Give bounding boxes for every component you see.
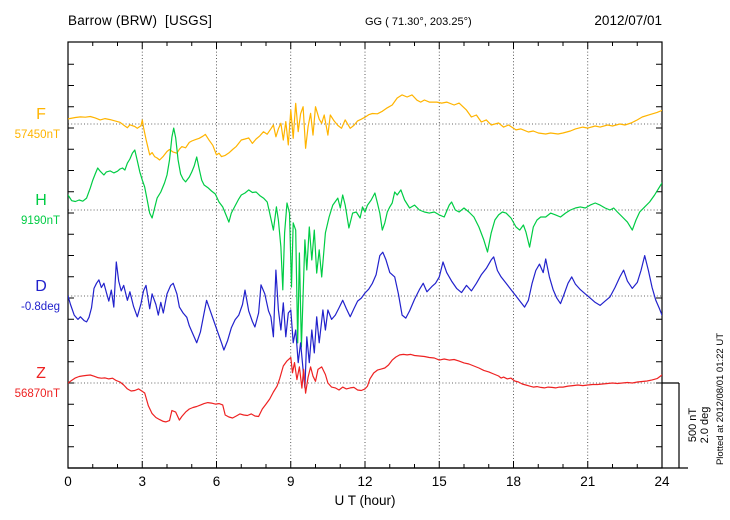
x-tick-label: 9 xyxy=(286,474,295,489)
component-label-z: Z xyxy=(36,365,46,382)
component-baseline-value-f: 57450nT xyxy=(14,129,60,141)
trace-z xyxy=(68,353,662,423)
x-tick-label: 12 xyxy=(357,474,373,489)
component-baseline-value-h: 9190nT xyxy=(20,215,60,227)
plotted-at-note: Plotted at 2012/08/01 01:22 UT xyxy=(715,332,726,466)
x-tick-label: 18 xyxy=(505,474,522,489)
x-axis-title: U T (hour) xyxy=(334,493,396,508)
trace-d xyxy=(68,251,662,389)
geographic-coordinates: GG ( 71.30°, 203.25°) xyxy=(365,16,472,28)
trace-h xyxy=(68,127,662,348)
station-title: Barrow (BRW) [USGS] xyxy=(68,13,213,28)
x-tick-label: 15 xyxy=(431,474,447,489)
component-baseline-value-d: -0.8deg xyxy=(20,301,60,313)
scalebar-label: 500 nT 2.0 deg xyxy=(687,395,711,455)
component-label-h: H xyxy=(35,192,47,209)
plot-date: 2012/07/01 xyxy=(594,13,662,28)
x-tick-label: 21 xyxy=(580,474,596,489)
component-label-f: F xyxy=(36,106,46,123)
x-tick-label: 0 xyxy=(64,474,72,489)
scalebar-nt-label: 500 nT xyxy=(687,407,699,443)
x-tick-label: 6 xyxy=(212,474,221,489)
component-label-d: D xyxy=(35,278,47,295)
x-tick-label: 24 xyxy=(654,474,670,489)
x-tick-label: 3 xyxy=(138,474,146,489)
component-baseline-value-z: 56870nT xyxy=(14,388,60,400)
trace-f xyxy=(68,94,662,161)
scalebar-deg-label: 2.0 deg xyxy=(699,406,711,444)
